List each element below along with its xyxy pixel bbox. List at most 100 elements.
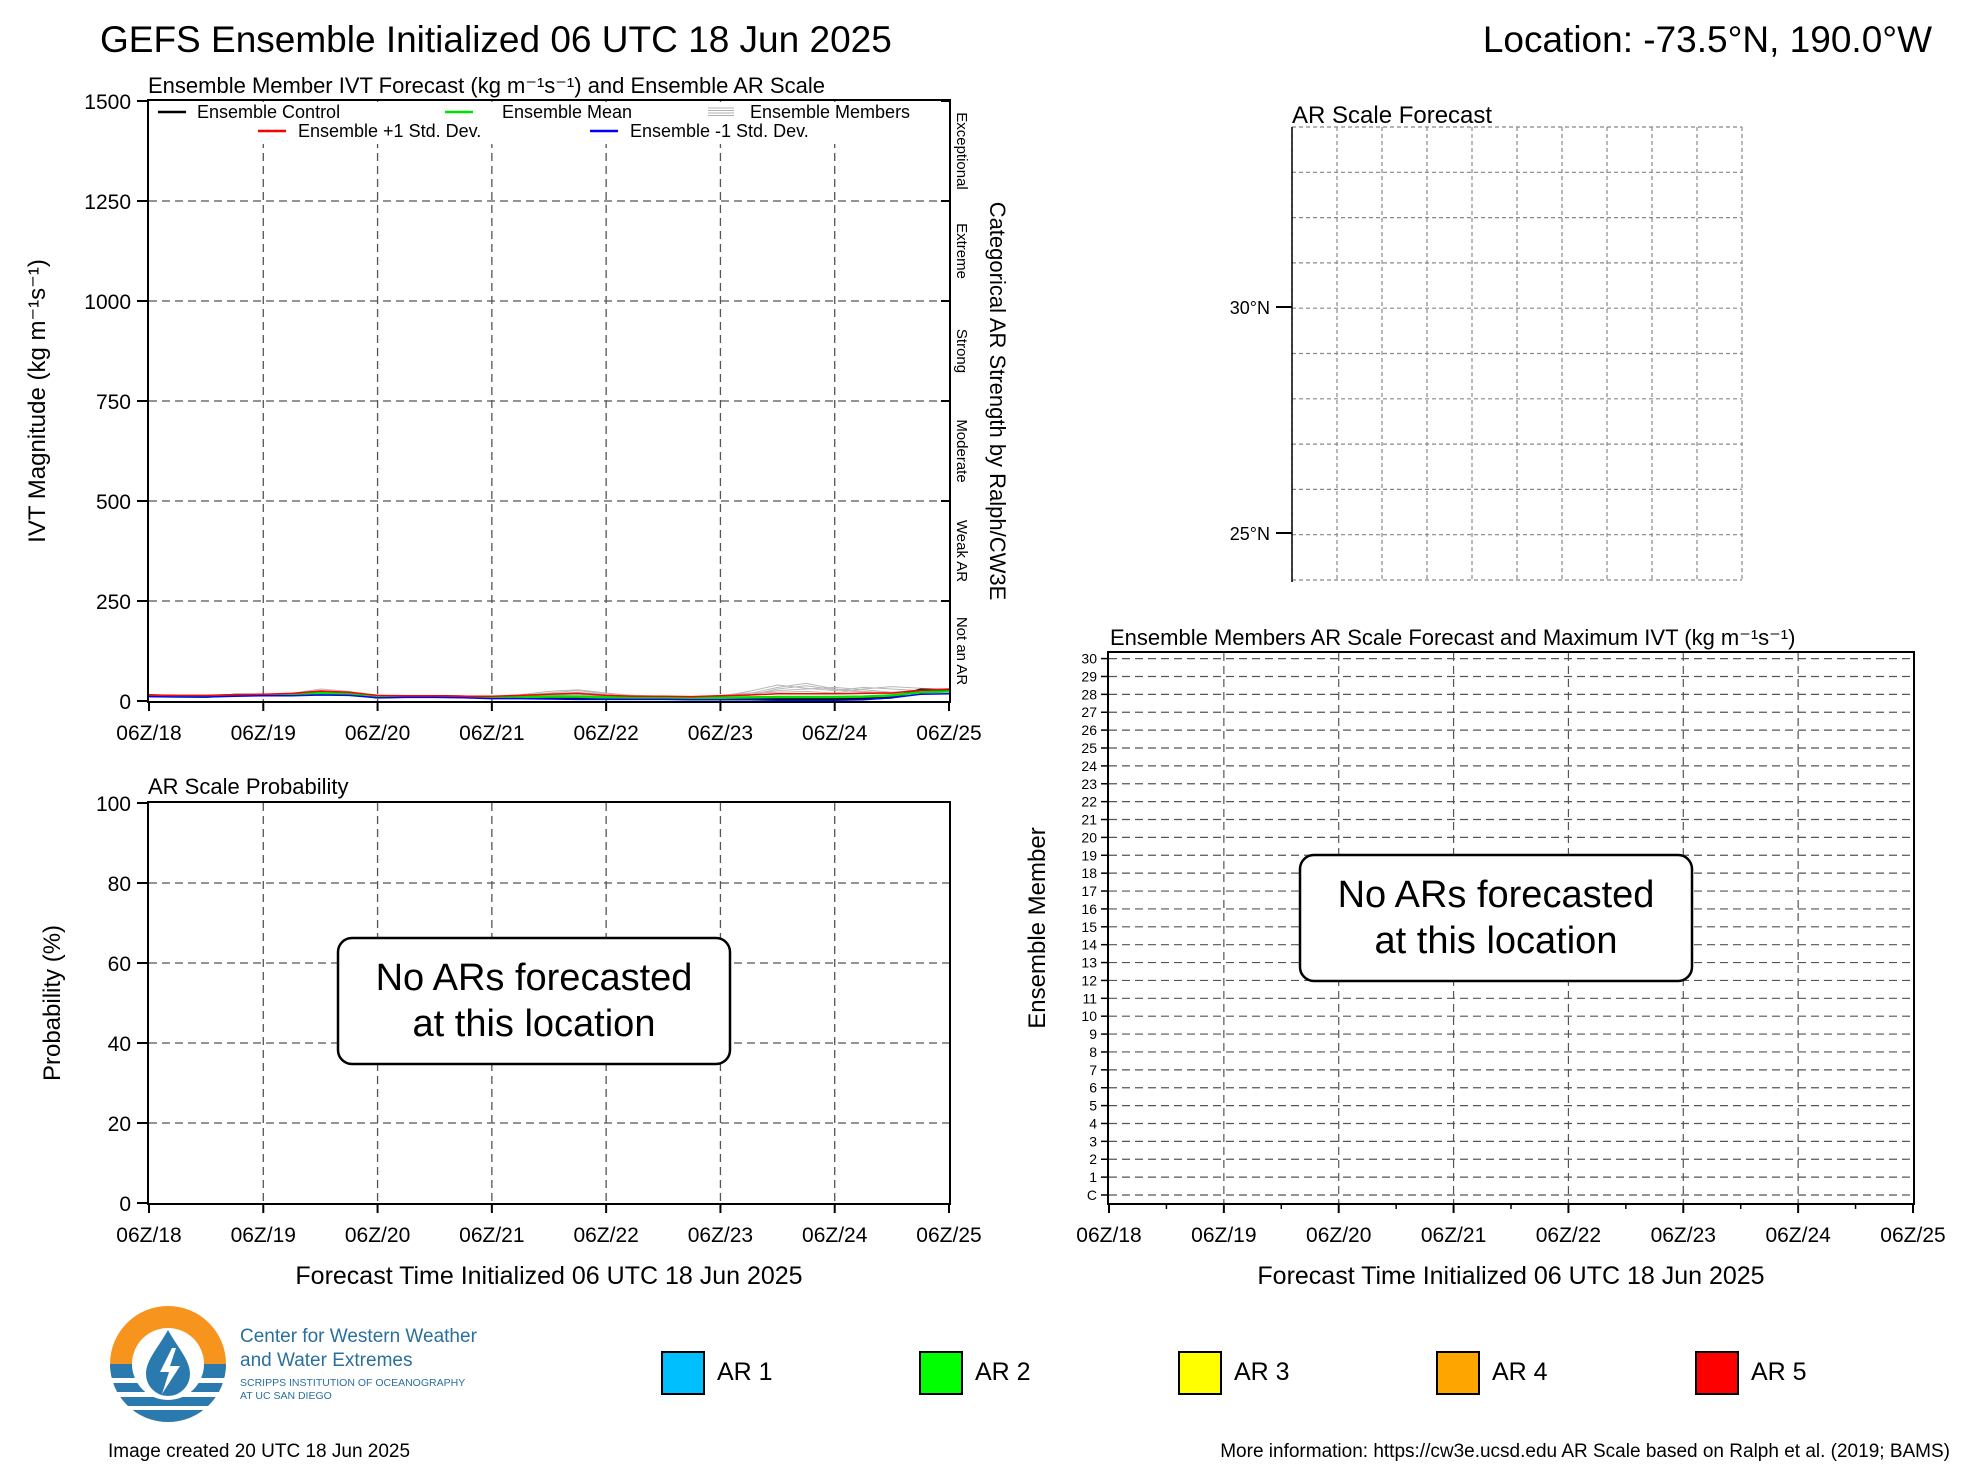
page-title: GEFS Ensemble Initialized 06 UTC 18 Jun …	[100, 19, 892, 60]
members-ytick-label: 12	[1081, 972, 1097, 988]
ar-legend-swatch	[1695, 1351, 1739, 1395]
members-ytick-label: 11	[1082, 990, 1097, 1006]
ivt-series-line	[148, 688, 950, 698]
members-xlabel: Forecast Time Initialized 06 UTC 18 Jun …	[1257, 1262, 1764, 1290]
members-ytick-label: 22	[1081, 794, 1097, 810]
prob-ytick-label: 100	[96, 793, 131, 816]
logo-line-3: SCRIPPS INSTITUTION OF OCEANOGRAPHY	[240, 1377, 465, 1389]
ivt-category-label: Not an AR	[953, 617, 970, 686]
cw3e-logo-icon	[110, 1306, 226, 1422]
ivt-ytick-label: 250	[96, 591, 131, 614]
prob-xtick-label: 06Z/21	[459, 1224, 524, 1247]
members-xtick-label: 06Z/20	[1306, 1224, 1371, 1247]
members-xtick-label: 06Z/25	[1880, 1224, 1945, 1247]
legend-label: Ensemble Members	[750, 102, 910, 122]
ivt-category-label: Exceptional	[953, 112, 970, 190]
members-ytick-label: 28	[1081, 686, 1097, 702]
ar-legend-label: AR 2	[975, 1358, 1031, 1386]
map-grid	[1291, 126, 1743, 582]
map-lat-label-25: 25°N	[1230, 524, 1270, 544]
members-ytick-label: 4	[1089, 1115, 1097, 1131]
ivt-right-label: Categorical AR Strength by Ralph/CW3E	[985, 202, 1010, 601]
members-ytick-label: 9	[1089, 1026, 1097, 1042]
ivt-series-lines	[148, 688, 950, 701]
members-ytick-label: 13	[1081, 955, 1097, 971]
image-created-text: Image created 20 UTC 18 Jun 2025	[108, 1441, 410, 1462]
map-lat-25: 25°N	[1230, 524, 1292, 544]
ivt-ytick-label: 500	[96, 491, 131, 514]
prob-ytick-label: 0	[119, 1193, 131, 1216]
prob-xtick-label: 06Z/22	[573, 1224, 638, 1247]
prob-message-line-2: at this location	[413, 1003, 656, 1045]
ivt-xtick-label: 06Z/20	[345, 722, 410, 745]
members-ytick-label: 7	[1089, 1062, 1097, 1078]
ivt-ytick-label: 1500	[84, 91, 131, 114]
prob-xtick-label: 06Z/25	[916, 1224, 981, 1247]
members-panel: C123456789101112131415161718192021222324…	[1024, 625, 1946, 1290]
ivt-xtick-label: 06Z/24	[802, 722, 868, 745]
members-ytick-label: 10	[1081, 1008, 1097, 1024]
members-ylabel: Ensemble Member	[1024, 827, 1051, 1028]
logo-line-2: and Water Extremes	[240, 1350, 412, 1371]
prob-plot-frame	[147, 801, 951, 1205]
members-ytick-label: 17	[1081, 883, 1097, 899]
members-ytick-label: 29	[1081, 668, 1097, 684]
cw3e-logo: Center for Western Weather and Water Ext…	[110, 1306, 478, 1422]
ivt-panel: 0 250 500 750 1000 1250 1500 06Z/18 06Z/19 06Z/2…	[24, 73, 1010, 745]
members-xtick-label: 06Z/18	[1076, 1224, 1141, 1247]
prob-xtick-label: 06Z/19	[231, 1224, 296, 1247]
ivt-series-line	[148, 693, 950, 701]
prob-title: AR Scale Probability	[148, 774, 349, 799]
prob-xlabel: Forecast Time Initialized 06 UTC 18 Jun …	[295, 1262, 802, 1290]
members-title: Ensemble Members AR Scale Forecast and M…	[1110, 625, 1795, 650]
members-xtick-label: 06Z/22	[1536, 1224, 1601, 1247]
members-ytick-label: 15	[1081, 919, 1097, 935]
members-ytick-label: 19	[1081, 847, 1097, 863]
ar-legend-swatch	[661, 1351, 705, 1395]
members-ytick-label: 2	[1089, 1151, 1097, 1167]
members-ytick-label: 21	[1081, 812, 1097, 828]
legend-label: Ensemble Control	[197, 102, 340, 122]
members-ytick-label: 5	[1089, 1098, 1097, 1114]
ivt-legend: Ensemble Control Ensemble Mean Ensemble Me…	[150, 102, 940, 144]
ar-legend-label: AR 4	[1492, 1358, 1548, 1386]
members-ytick-label: 26	[1081, 722, 1097, 738]
ivt-category-label: Extreme	[953, 223, 970, 279]
prob-ylabel: Probability (%)	[39, 925, 66, 1081]
members-ytick-label: 6	[1089, 1080, 1097, 1096]
ivt-xtick-label: 06Z/18	[116, 722, 181, 745]
ivt-xtick-label: 06Z/23	[688, 722, 753, 745]
members-ytick-label: 3	[1089, 1133, 1097, 1149]
location-label: Location: -73.5°N, 190.0°W	[1483, 19, 1932, 60]
members-ytick-label: 27	[1081, 704, 1097, 720]
ivt-ytick-label: 1000	[84, 291, 131, 314]
members-message-line-1: No ARs forecasted	[1338, 874, 1655, 916]
map-lat-label-30: 30°N	[1230, 298, 1270, 318]
prob-xtick-label: 06Z/18	[116, 1224, 181, 1247]
probability-panel: 0 20 40 60 80 100 06Z/18 06Z/19 06Z/20 06Z/21 06Z…	[39, 774, 982, 1290]
ar-legend-swatch	[1178, 1351, 1222, 1395]
members-xtick-label: 06Z/23	[1651, 1224, 1716, 1247]
ivt-ylabel: IVT Magnitude (kg m⁻¹s⁻¹)	[24, 259, 51, 543]
members-ytick-label: 24	[1081, 758, 1097, 774]
legend-label: Ensemble Mean	[502, 102, 632, 122]
members-ytick-label: 25	[1081, 740, 1097, 756]
members-ytick-label: 18	[1081, 865, 1097, 881]
prob-no-ar-message: No ARs forecasted at this location	[336, 936, 732, 1066]
ivt-ytick-label: 750	[96, 391, 131, 414]
members-ytick-label: C	[1087, 1187, 1097, 1203]
ar-legend-label: AR 3	[1234, 1358, 1290, 1386]
members-ytick-label: 20	[1081, 829, 1097, 845]
ivt-xtick-label: 06Z/21	[459, 722, 524, 745]
members-message-line-2: at this location	[1375, 920, 1618, 962]
members-ytick-label: 14	[1081, 937, 1097, 953]
ivt-xtick-label: 06Z/22	[573, 722, 638, 745]
logo-line-1: Center for Western Weather	[240, 1326, 478, 1347]
logo-line-4: AT UC SAN DIEGO	[240, 1390, 332, 1402]
map-lat-30: 30°N	[1230, 298, 1292, 318]
members-ytick-label: 23	[1081, 776, 1097, 792]
ivt-ytick-label: 0	[119, 691, 131, 714]
ivt-category-label: Weak AR	[953, 520, 970, 582]
ivt-ytick-label: 1250	[84, 191, 131, 214]
legend-label: Ensemble +1 Std. Dev.	[298, 121, 481, 141]
